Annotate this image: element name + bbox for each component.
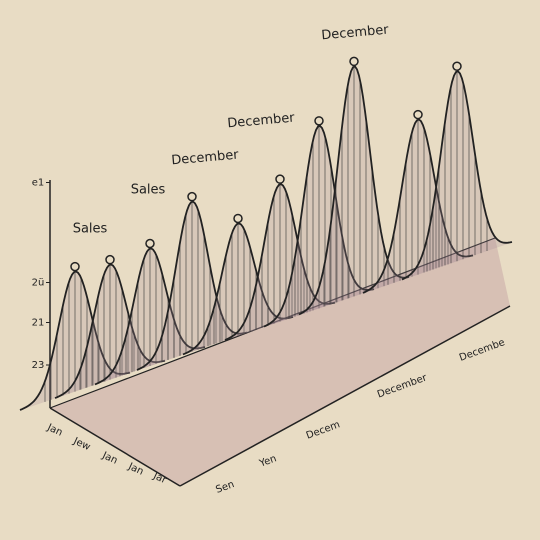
y-tick-label: 2ü	[32, 278, 45, 289]
peak-marker	[145, 238, 155, 249]
baseline	[49, 237, 496, 409]
peak-marker	[349, 56, 359, 67]
peak-curve	[224, 183, 336, 341]
annotation: December	[171, 148, 240, 169]
annotation: December	[227, 111, 296, 132]
peak-curve	[401, 70, 513, 281]
x-axis-left	[49, 407, 181, 487]
annotation: Sales	[73, 222, 108, 237]
peak-marker	[187, 191, 197, 202]
peak-marker	[413, 109, 423, 120]
peak-curve	[136, 200, 248, 371]
peak-curve	[19, 270, 131, 411]
floor	[50, 238, 510, 486]
annotation: December	[321, 23, 390, 44]
peak-marker	[275, 174, 285, 184]
y-tick-label: 23	[32, 360, 45, 371]
peak-curve	[263, 124, 375, 328]
peak-marker	[233, 213, 243, 224]
peak-curve	[94, 247, 206, 386]
peak-curve	[298, 65, 410, 316]
peak-marker	[452, 61, 462, 72]
annotation: Sales	[131, 183, 166, 198]
peak-curve	[54, 263, 166, 399]
y-tick-label: e1	[32, 178, 45, 189]
peak-marker	[70, 261, 80, 272]
peak-curve	[182, 222, 294, 356]
x-axis-right	[179, 305, 511, 487]
peak-curve	[362, 118, 474, 294]
y-tick-label: 21	[32, 318, 45, 329]
peak-marker	[314, 116, 324, 126]
peak-marker	[105, 254, 115, 265]
